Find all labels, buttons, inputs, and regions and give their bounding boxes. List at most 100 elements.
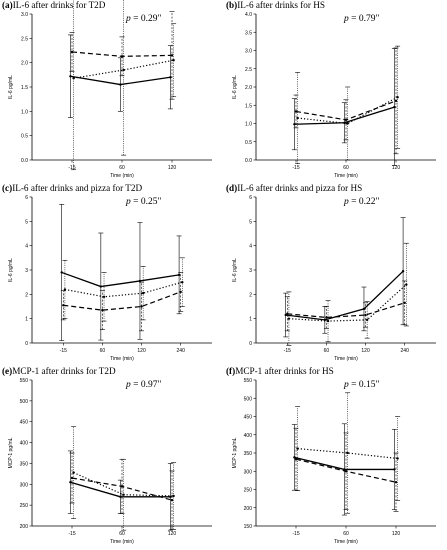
data-point	[70, 50, 74, 54]
data-point	[287, 317, 291, 320]
panel-title-text: IL-6 after drinks and pizza for T2D	[12, 183, 143, 193]
p-symbol: p	[344, 197, 349, 207]
data-point	[394, 481, 398, 484]
data-point	[62, 304, 65, 307]
data-point	[172, 494, 175, 498]
panel-letter: (a)	[2, 0, 13, 10]
y-tick-label: 3.0	[245, 49, 252, 55]
panel-title: (d)IL-6 after drinks and pizza for HS	[226, 183, 362, 193]
x-axis-label: Time (min)	[110, 356, 134, 362]
data-point	[122, 68, 125, 72]
data-point	[296, 116, 299, 120]
y-tick-label: 150	[244, 524, 253, 530]
y-tick-label: 0.5	[21, 134, 28, 140]
y-axis-label: MCP-1 pg/mL	[8, 437, 14, 468]
p-symbol: p	[126, 197, 131, 207]
y-tick-label: 1.5	[21, 85, 28, 91]
y-tick-label: 400	[244, 433, 253, 439]
data-point	[346, 122, 349, 125]
x-tick-label: 120	[168, 165, 177, 171]
y-tick-label: 2	[249, 292, 252, 298]
data-point	[169, 76, 172, 79]
x-tick-label: 60	[343, 531, 349, 537]
y-tick-label: 200	[244, 506, 253, 512]
p-value: p = 0.79"	[344, 14, 379, 24]
y-tick-label: 2.0	[21, 61, 28, 67]
panel-title-text: IL-6 after drinks and pizza for HS	[237, 183, 363, 193]
panel-title: (b)IL-6 after drinks for HS	[226, 0, 325, 10]
y-tick-label: 0.0	[245, 158, 252, 164]
y-tick-label: 3.0	[21, 12, 28, 18]
y-tick-label: 350	[244, 451, 253, 457]
data-point	[403, 301, 406, 305]
y-tick-label: 250	[244, 488, 253, 494]
y-axis-label: IL-6 pg/mL	[8, 75, 14, 99]
x-tick-label: 60	[119, 531, 125, 537]
y-tick-label: 200	[20, 524, 29, 530]
data-point	[365, 318, 369, 322]
p-value-text: = 0.15"	[351, 380, 380, 390]
panel-c: (c)IL-6 after drinks and pizza for T2D p…	[0, 183, 223, 366]
y-axis-label: MCP-1 pg/mL	[232, 437, 238, 468]
data-point	[70, 476, 74, 480]
y-tick-label: 5	[25, 219, 28, 225]
data-point	[141, 291, 145, 295]
data-point	[181, 280, 184, 284]
series-line-dot	[297, 448, 398, 460]
series-line-dash	[63, 291, 181, 311]
y-tick-label: 250	[20, 503, 29, 509]
p-symbol: p	[126, 14, 131, 24]
panel-letter: (b)	[226, 0, 238, 10]
y-axis-label: IL-6 pg/mL	[232, 258, 238, 282]
data-point	[405, 283, 408, 286]
x-tick-label: -15	[68, 165, 75, 171]
x-tick-label: 60	[343, 165, 349, 171]
data-point	[120, 55, 124, 58]
x-tick-label: 60	[100, 348, 106, 354]
panel-title: (f)MCP-1 after drinks for HS	[226, 366, 334, 376]
data-point	[293, 123, 296, 126]
y-tick-label: 3.5	[245, 30, 252, 36]
x-tick-label: -15	[292, 531, 299, 537]
series-line-solid	[61, 271, 180, 288]
data-point	[138, 279, 142, 283]
panel-title-text: MCP-1 after drinks for T2D	[12, 366, 116, 376]
p-value-text: = 0.79"	[351, 14, 380, 24]
series-line-solid	[285, 270, 404, 321]
data-point	[343, 468, 346, 471]
data-point	[393, 468, 396, 471]
data-point	[177, 273, 181, 277]
data-point	[99, 285, 103, 288]
data-point	[362, 307, 366, 311]
y-tick-label: 350	[20, 461, 29, 467]
y-tick-label: 1.5	[245, 103, 252, 109]
p-value: p = 0.29"	[126, 14, 161, 24]
p-value: p = 0.22"	[344, 197, 379, 207]
p-value: p = 0.25"	[126, 197, 161, 207]
y-tick-label: 3	[249, 268, 252, 274]
data-point	[69, 481, 72, 484]
x-axis-label: Time (min)	[110, 173, 134, 179]
y-tick-label: 0.5	[245, 140, 252, 146]
x-tick-label: 240	[401, 348, 410, 354]
y-tick-label: 1.0	[245, 122, 252, 128]
y-tick-label: 0.0	[21, 158, 28, 164]
y-tick-label: 500	[20, 399, 29, 405]
p-value-text: = 0.25"	[133, 197, 162, 207]
x-axis-label: Time (min)	[334, 356, 358, 362]
y-tick-label: 450	[244, 415, 253, 421]
y-tick-label: 2.5	[245, 67, 252, 73]
data-point	[63, 288, 67, 291]
panel-letter: (f)	[226, 366, 236, 376]
panel-title: (e)MCP-1 after drinks for T2D	[2, 366, 116, 376]
y-tick-label: 500	[244, 396, 253, 402]
y-tick-label: 6	[249, 195, 252, 201]
panel-title-text: IL-6 after drinks for HS	[237, 0, 326, 10]
y-tick-label: 1.0	[21, 109, 28, 115]
data-point	[140, 305, 143, 308]
series-line-dash	[287, 302, 405, 319]
data-point	[122, 493, 125, 496]
y-axis-label: IL-6 pg/mL	[232, 75, 238, 99]
y-tick-label: 3	[25, 268, 28, 274]
data-point	[326, 319, 330, 323]
